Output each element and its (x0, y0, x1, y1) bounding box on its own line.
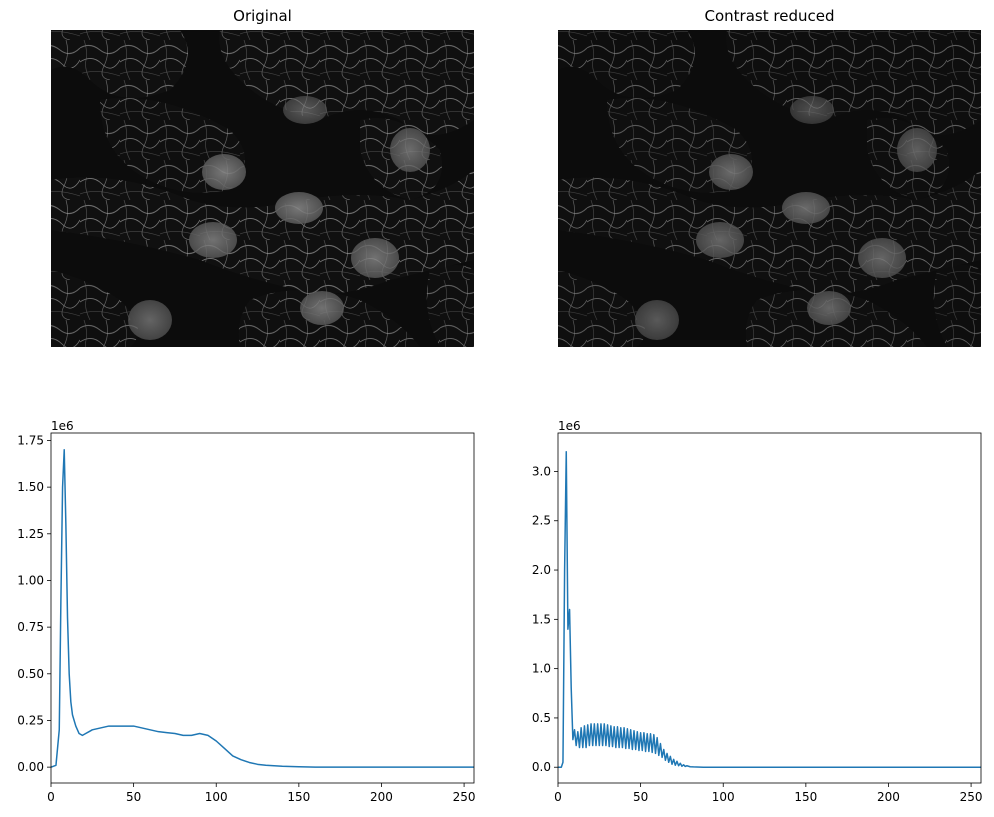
contrast-reduced-x-tick-label: 100 (712, 790, 735, 804)
original-x-tick-label: 0 (47, 790, 55, 804)
histogram-original: 0 50 100 150 200 250 0.00 0.25 0.50 0.75 1.00 1.25 1… (17, 419, 475, 804)
original-x-tick-label: 50 (126, 790, 141, 804)
contrast-reduced-x-tick-label: 50 (633, 790, 648, 804)
original-y-tick-label: 1.25 (17, 527, 44, 541)
original-axes-frame (50, 432, 475, 784)
original-y-tick-label: 1.75 (17, 433, 44, 447)
original-y-tick-label: 0.50 (17, 667, 44, 681)
contrast-reduced-x-tick-label: 250 (960, 790, 983, 804)
contrast-reduced-y-tick-label: 1.0 (532, 662, 551, 676)
contrast-reduced-x-tick-label: 150 (794, 790, 817, 804)
left-panel-title: Original (233, 7, 292, 25)
original-x-tick-label: 100 (205, 790, 228, 804)
contrast-reduced-histogram-line (558, 450, 981, 768)
contrast-reduced-x-tick-label: 200 (877, 790, 900, 804)
contrast-reduced-y-tick-label: 0.5 (532, 711, 551, 725)
original-x-tick-label: 200 (370, 790, 393, 804)
contrast-reduced-y-tick-label: 3.0 (532, 464, 551, 478)
original-histogram-line (51, 449, 474, 768)
original-y-tick-label: 1.00 (17, 573, 44, 587)
original-y-tick-label: 0.00 (17, 760, 44, 774)
original-x-tick-label: 250 (453, 790, 476, 804)
original-y-tick-label: 1.50 (17, 480, 44, 494)
contrast-reduced-x-tick-label: 0 (554, 790, 562, 804)
original-x-tick-label: 150 (287, 790, 310, 804)
original-y-tick-label: 0.75 (17, 620, 44, 634)
contrast-reduced-y-offset-text: 1e6 (558, 419, 581, 433)
original-y-offset-text: 1e6 (51, 419, 74, 433)
contrast-reduced-y-tick-label: 2.5 (532, 514, 551, 528)
histogram-contrast-reduced: 0 50 100 150 200 250 0.0 0.5 1.0 1.5 2.0 2.5 3.0 1e6 (532, 419, 983, 804)
original-microscopy-image (51, 30, 474, 347)
contrast-reduced-y-tick-label: 1.5 (532, 612, 551, 626)
contrast-reduced-y-tick-label: 0.0 (532, 760, 551, 774)
original-y-tick-label: 0.25 (17, 713, 44, 727)
right-panel-title: Contrast reduced (704, 7, 835, 25)
contrast-reduced-y-tick-label: 2.0 (532, 563, 551, 577)
contrast-reduced-microscopy-image (558, 30, 981, 347)
contrast-reduced-axes-frame (557, 432, 982, 784)
